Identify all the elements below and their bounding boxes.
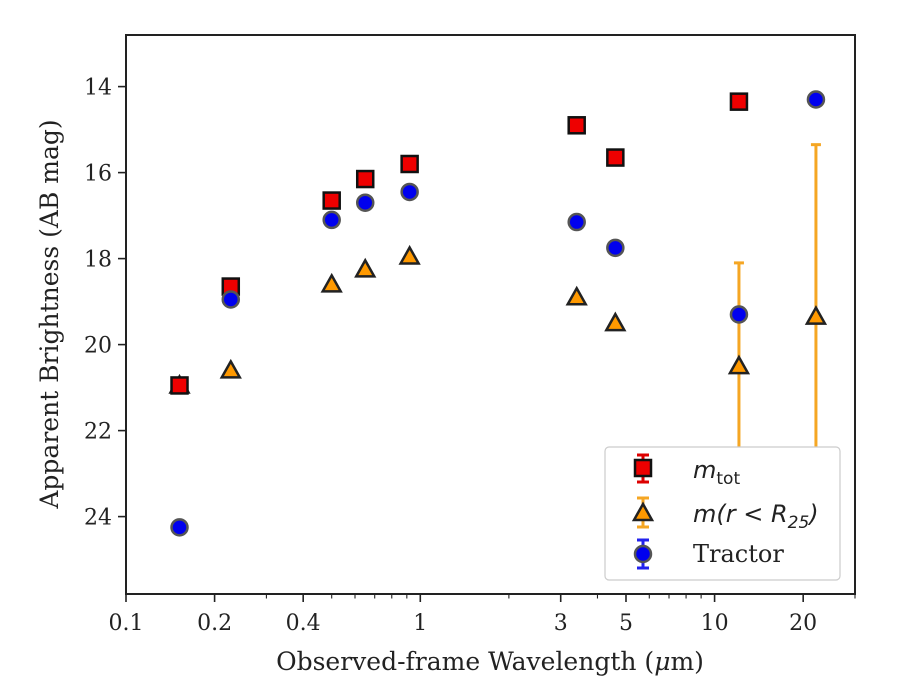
data-point-mtot	[400, 154, 419, 174]
data-point-tractor	[400, 182, 419, 202]
x-tick-label: 0.4	[286, 611, 321, 636]
legend: mtot m(r < R25) Tractor	[604, 446, 841, 581]
data-point-tractor	[606, 238, 625, 258]
y-tick-label: 18	[84, 248, 112, 273]
data-point-tractor	[170, 518, 189, 537]
x-tick-label: 0.1	[109, 611, 144, 636]
data-point-tractor	[355, 193, 375, 212]
data-point-mtot	[322, 191, 341, 210]
legend-swatch-mtot	[633, 453, 653, 484]
data-point-tractor	[806, 90, 826, 109]
legend-swatch-tractor	[633, 538, 653, 570]
y-tick-label: 14	[84, 76, 112, 101]
data-point-mtot	[355, 169, 375, 189]
axis-ticks: 0.1 0.2 0.4 1 3 5 10 20 14 16 18 20 22 24	[84, 76, 856, 636]
y-tick-label: 16	[84, 162, 112, 187]
data-point-m-r25	[219, 358, 242, 379]
data-point-m-r25	[354, 257, 377, 278]
x-tick-label: 10	[701, 611, 729, 636]
data-point-mtot	[170, 376, 189, 395]
data-point-m-r25	[565, 285, 588, 306]
x-tick-label: 20	[789, 611, 817, 636]
data-point-m-r25	[398, 244, 421, 265]
data-point-m-r25	[727, 354, 751, 375]
x-tick-label: 3	[554, 611, 568, 636]
x-tick-label: 0.2	[197, 611, 232, 636]
plot-frame	[125, 34, 856, 595]
data-point-tractor	[567, 212, 586, 232]
y-tick-label: 22	[84, 420, 112, 445]
x-tick-label: 1	[413, 611, 427, 636]
legend-label-mtot: mtot	[693, 456, 740, 489]
legend-swatch-m-r25	[631, 496, 655, 529]
data-point-m-r25	[804, 305, 828, 325]
data-point-tractor	[322, 210, 341, 230]
legend-label-m-r25: m(r < R25)	[693, 500, 819, 533]
y-tick-label: 24	[84, 506, 112, 531]
data-point-mtot	[729, 92, 749, 111]
x-axis-label: Observed-frame Wavelength (μm)	[276, 647, 704, 676]
data-point-m-r25	[604, 311, 627, 332]
y-tick-label: 20	[84, 334, 112, 359]
data-marks	[168, 90, 828, 537]
x-tick-label: 5	[619, 611, 633, 636]
legend-label-tractor: Tractor	[693, 540, 784, 568]
data-point-m-r25	[320, 272, 343, 293]
data-point-mtot	[567, 116, 586, 135]
data-point-mtot	[606, 148, 625, 167]
data-point-tractor	[729, 305, 749, 324]
data-point-tractor	[221, 290, 241, 309]
legend-box	[604, 446, 841, 581]
y-axis-label: Apparent Brightness (AB mag)	[35, 119, 64, 509]
